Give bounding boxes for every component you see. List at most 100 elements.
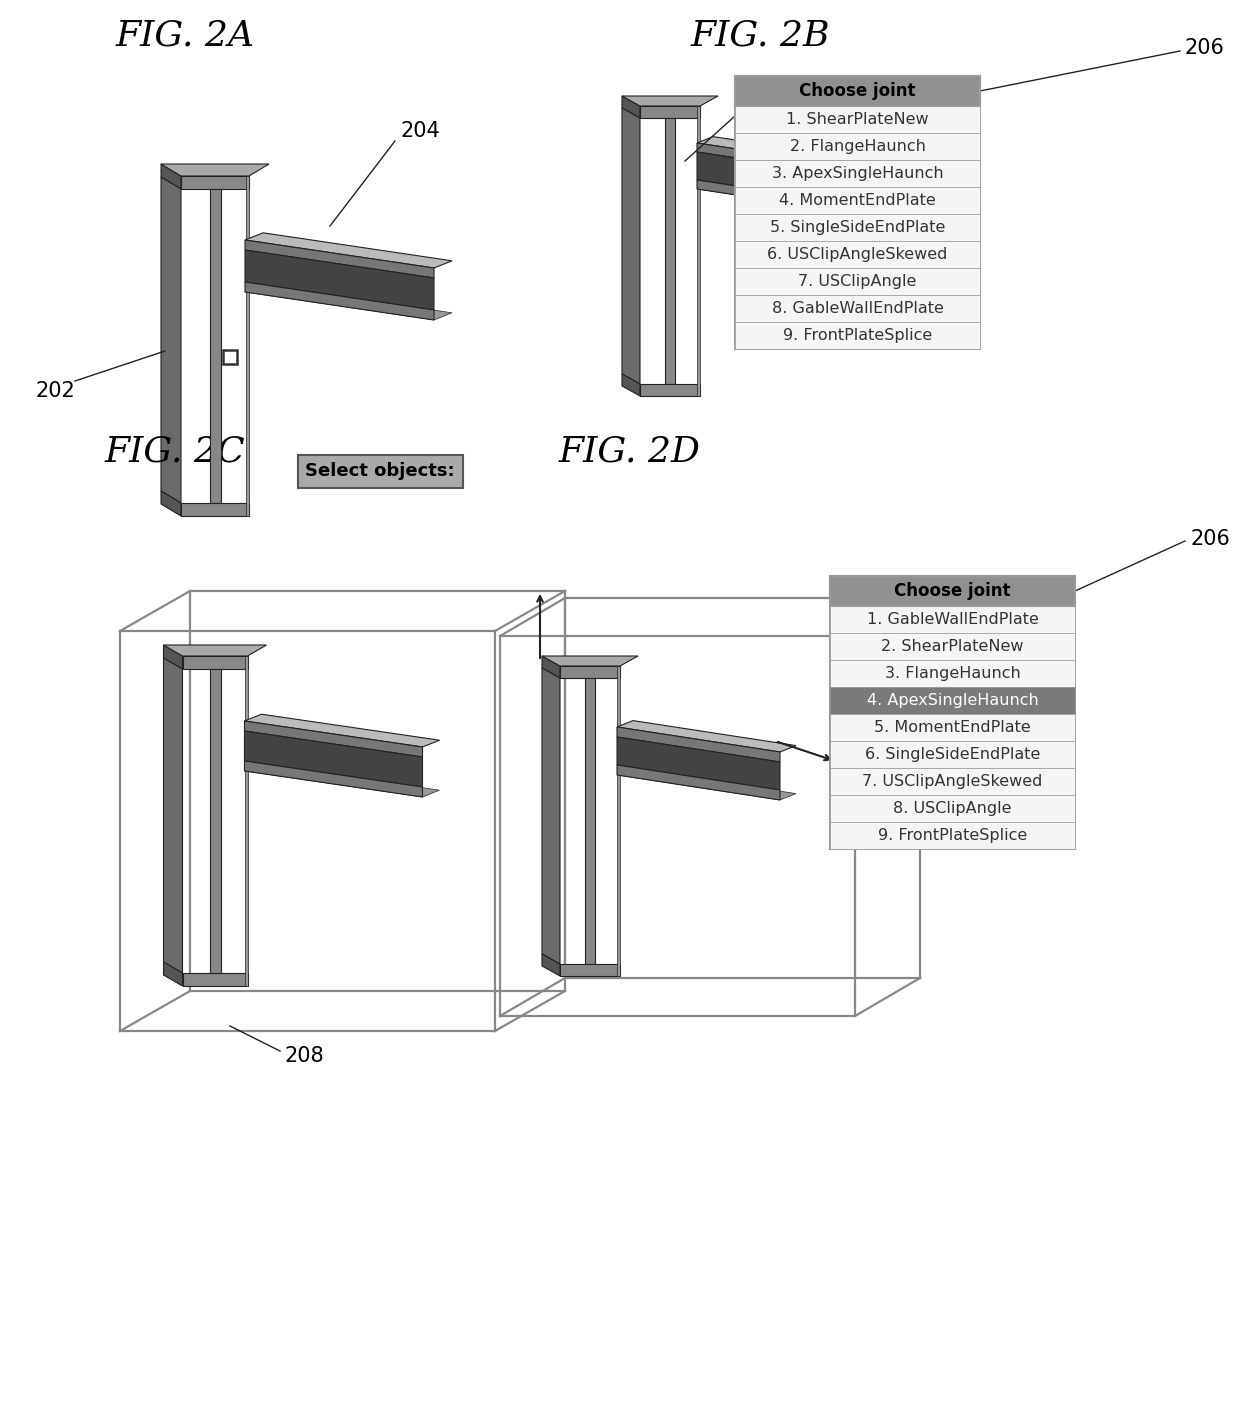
Bar xyxy=(830,634,1075,660)
Polygon shape xyxy=(618,727,780,762)
Text: 7. USClipAngleSkewed: 7. USClipAngleSkewed xyxy=(862,775,1043,789)
Polygon shape xyxy=(560,964,620,976)
Polygon shape xyxy=(246,282,434,320)
Polygon shape xyxy=(164,645,267,656)
Text: 7. USClipAngle: 7. USClipAngle xyxy=(799,274,916,289)
Polygon shape xyxy=(182,974,248,986)
Polygon shape xyxy=(618,737,780,790)
Polygon shape xyxy=(542,656,560,679)
Polygon shape xyxy=(244,714,439,746)
Bar xyxy=(830,768,1075,794)
Text: 206: 206 xyxy=(1185,38,1225,58)
Polygon shape xyxy=(618,769,796,800)
Text: FIG. 2A: FIG. 2A xyxy=(115,18,254,54)
Bar xyxy=(830,741,1075,768)
Bar xyxy=(735,76,980,349)
Polygon shape xyxy=(182,656,248,669)
Polygon shape xyxy=(210,669,221,974)
Text: 5. MomentEndPlate: 5. MomentEndPlate xyxy=(874,720,1030,735)
Bar xyxy=(735,268,980,295)
Polygon shape xyxy=(697,106,701,396)
Polygon shape xyxy=(161,164,181,189)
Polygon shape xyxy=(161,164,269,176)
Polygon shape xyxy=(164,962,182,986)
Bar xyxy=(735,188,980,214)
Bar xyxy=(298,454,463,487)
Text: 6. USClipAngleSkewed: 6. USClipAngleSkewed xyxy=(768,247,947,262)
Polygon shape xyxy=(697,137,870,166)
Text: 1. ShearPlateNew: 1. ShearPlateNew xyxy=(786,111,929,127)
Polygon shape xyxy=(622,109,640,384)
Text: 2. ShearPlateNew: 2. ShearPlateNew xyxy=(882,639,1024,655)
Bar xyxy=(735,106,980,133)
Polygon shape xyxy=(542,656,639,666)
Bar xyxy=(830,605,1075,634)
Bar xyxy=(830,823,1075,849)
Bar xyxy=(830,576,1075,605)
Text: Select objects:: Select objects: xyxy=(305,461,455,480)
Text: 9. FrontPlateSplice: 9. FrontPlateSplice xyxy=(878,828,1027,842)
Bar xyxy=(735,159,980,188)
Bar xyxy=(830,660,1075,687)
Polygon shape xyxy=(542,667,560,964)
Polygon shape xyxy=(244,721,423,756)
Polygon shape xyxy=(618,666,620,976)
Bar xyxy=(223,350,237,364)
Text: FIG. 2D: FIG. 2D xyxy=(559,435,701,468)
Polygon shape xyxy=(618,765,780,800)
Text: 1. GableWallEndPlate: 1. GableWallEndPlate xyxy=(867,612,1038,626)
Polygon shape xyxy=(244,656,248,986)
Polygon shape xyxy=(246,285,453,320)
Bar xyxy=(735,295,980,322)
Polygon shape xyxy=(622,96,718,106)
Text: 204: 204 xyxy=(401,121,440,141)
Text: 5. SingleSideEndPlate: 5. SingleSideEndPlate xyxy=(770,220,945,236)
Polygon shape xyxy=(665,119,675,384)
Polygon shape xyxy=(622,96,640,119)
Polygon shape xyxy=(244,731,423,787)
Text: 208: 208 xyxy=(285,1046,325,1065)
Text: FIG. 2C: FIG. 2C xyxy=(104,435,246,468)
Text: 202: 202 xyxy=(35,381,74,401)
Polygon shape xyxy=(244,765,439,797)
Bar xyxy=(735,322,980,349)
Text: 3. FlangeHaunch: 3. FlangeHaunch xyxy=(884,666,1021,682)
Text: 3. ApexSingleHaunch: 3. ApexSingleHaunch xyxy=(771,166,944,181)
Bar xyxy=(830,687,1075,714)
Text: 8. GableWallEndPlate: 8. GableWallEndPlate xyxy=(771,301,944,316)
Polygon shape xyxy=(618,721,796,752)
Text: 9. FrontPlateSplice: 9. FrontPlateSplice xyxy=(782,327,932,343)
Polygon shape xyxy=(640,384,701,396)
Polygon shape xyxy=(560,666,620,679)
Polygon shape xyxy=(161,491,181,516)
Bar xyxy=(735,241,980,268)
Polygon shape xyxy=(697,152,856,205)
Polygon shape xyxy=(181,502,249,516)
Text: FIG. 2B: FIG. 2B xyxy=(691,18,830,54)
Text: 8. USClipAngle: 8. USClipAngle xyxy=(893,801,1012,816)
Polygon shape xyxy=(246,233,453,268)
Polygon shape xyxy=(164,658,182,974)
Bar xyxy=(735,214,980,241)
Polygon shape xyxy=(697,182,870,213)
Bar xyxy=(735,133,980,159)
Text: 206: 206 xyxy=(1190,529,1230,549)
Polygon shape xyxy=(210,189,221,502)
Polygon shape xyxy=(244,761,423,797)
Polygon shape xyxy=(246,250,434,310)
Text: Choose joint: Choose joint xyxy=(800,82,916,100)
Polygon shape xyxy=(640,106,701,119)
Polygon shape xyxy=(542,954,560,976)
Polygon shape xyxy=(246,176,249,516)
Bar xyxy=(735,76,980,106)
Polygon shape xyxy=(164,645,182,669)
Text: 6. SingleSideEndPlate: 6. SingleSideEndPlate xyxy=(864,746,1040,762)
Polygon shape xyxy=(161,176,181,502)
Polygon shape xyxy=(697,143,856,176)
Text: Choose joint: Choose joint xyxy=(894,581,1011,600)
Polygon shape xyxy=(246,240,434,278)
Bar xyxy=(830,794,1075,823)
Bar xyxy=(830,714,1075,741)
Polygon shape xyxy=(181,176,249,189)
Polygon shape xyxy=(622,374,640,396)
